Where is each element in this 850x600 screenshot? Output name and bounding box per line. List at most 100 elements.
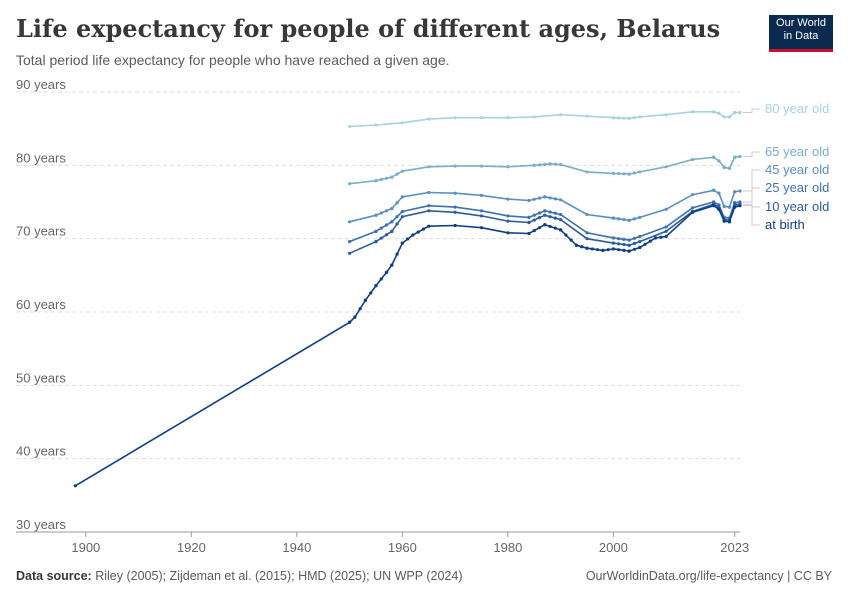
data-point — [664, 207, 668, 211]
data-point — [627, 172, 631, 176]
legend-label[interactable]: 10 year old — [765, 199, 829, 214]
legend-label[interactable]: 80 year old — [765, 101, 829, 116]
series-65-year-old[interactable] — [348, 154, 742, 186]
series-45-year-old[interactable] — [348, 188, 742, 224]
data-point — [384, 176, 389, 180]
data-point — [479, 116, 484, 120]
owid-logo[interactable]: Our World in Data — [769, 15, 833, 52]
data-point — [632, 116, 637, 120]
data-point — [527, 198, 531, 203]
data-point — [622, 242, 626, 247]
data-point — [717, 159, 721, 163]
grid-lines — [16, 91, 740, 533]
y-tick-label: 80 years — [16, 150, 66, 165]
data-point — [632, 171, 637, 175]
series-at-birth[interactable] — [73, 204, 742, 488]
license-link[interactable]: OurWorldinData.org/life-expectancy | CC … — [585, 569, 832, 583]
data-point — [421, 227, 426, 231]
legend-label[interactable]: 65 year old — [765, 144, 829, 159]
data-point — [453, 210, 457, 214]
data-point — [532, 163, 536, 167]
data-point — [553, 216, 557, 220]
series-25-year-old[interactable] — [348, 200, 742, 244]
data-point — [348, 240, 352, 244]
data-point — [506, 231, 510, 235]
data-point — [553, 226, 557, 230]
data-point — [384, 270, 389, 274]
series-80-year-old[interactable] — [348, 110, 742, 129]
data-point — [595, 248, 600, 252]
data-source-label: Data source: — [16, 569, 92, 583]
data-point — [348, 220, 352, 224]
data-point — [548, 215, 552, 219]
data-point — [738, 204, 742, 208]
data-point — [453, 164, 457, 168]
data-point — [638, 170, 642, 174]
data-point — [384, 223, 389, 227]
data-point — [537, 216, 542, 220]
data-point — [527, 215, 531, 219]
x-tick-label: 1900 — [71, 540, 100, 555]
logo-line-2: in Data — [783, 30, 819, 42]
data-point — [400, 215, 404, 219]
data-point — [559, 113, 563, 117]
logo-line-1: Our World — [776, 17, 826, 29]
data-point — [363, 298, 368, 302]
data-point — [717, 111, 721, 115]
data-point — [733, 205, 737, 209]
data-point — [585, 237, 589, 241]
data-point — [553, 197, 557, 201]
chart-subtitle: Total period life expectancy for people … — [16, 52, 450, 68]
x-tick-label: 1920 — [177, 540, 206, 555]
data-point — [712, 188, 716, 192]
data-point — [611, 247, 615, 251]
data-point — [585, 212, 589, 217]
x-tick-label: 1960 — [388, 540, 417, 555]
data-point — [353, 315, 357, 319]
data-point — [722, 219, 726, 223]
data-point — [574, 243, 579, 247]
data-point — [395, 215, 399, 219]
legend-label[interactable]: at birth — [765, 217, 805, 232]
data-point — [537, 196, 542, 200]
data-point — [506, 214, 510, 218]
data-point — [384, 209, 389, 213]
data-point — [532, 213, 536, 217]
data-point — [664, 229, 668, 233]
data-point — [348, 124, 352, 129]
legend-connector — [743, 187, 760, 203]
data-point — [627, 238, 631, 242]
y-tick-label: 70 years — [16, 224, 66, 239]
legend-connector — [743, 151, 760, 158]
data-point — [622, 248, 626, 252]
x-tick-label: 2023 — [720, 540, 749, 555]
data-point — [638, 115, 642, 119]
data-point — [559, 198, 563, 202]
data-point — [532, 229, 536, 233]
data-point — [390, 263, 394, 267]
data-point — [690, 193, 695, 197]
legend-label[interactable]: 45 year old — [765, 162, 829, 177]
data-point — [374, 123, 378, 127]
data-point — [406, 237, 410, 241]
data-point — [400, 169, 404, 173]
data-point — [648, 239, 652, 243]
data-point — [479, 214, 484, 218]
data-point — [664, 165, 668, 169]
data-point — [374, 284, 378, 288]
data-point — [479, 209, 484, 213]
data-point — [617, 217, 621, 221]
data-point — [733, 203, 737, 207]
x-tick-label: 1940 — [282, 540, 311, 555]
data-point — [617, 116, 621, 120]
data-source-note: Data source: Riley (2005); Zijdeman et a… — [16, 569, 463, 583]
data-point — [559, 228, 563, 232]
data-point — [690, 110, 695, 114]
data-point — [727, 220, 732, 224]
legend-connector — [743, 108, 760, 114]
data-point — [379, 277, 383, 281]
legend-label[interactable]: 25 year old — [765, 180, 829, 195]
y-tick-label: 60 years — [16, 297, 66, 312]
data-point — [638, 245, 642, 250]
y-tick-label: 40 years — [16, 444, 66, 459]
